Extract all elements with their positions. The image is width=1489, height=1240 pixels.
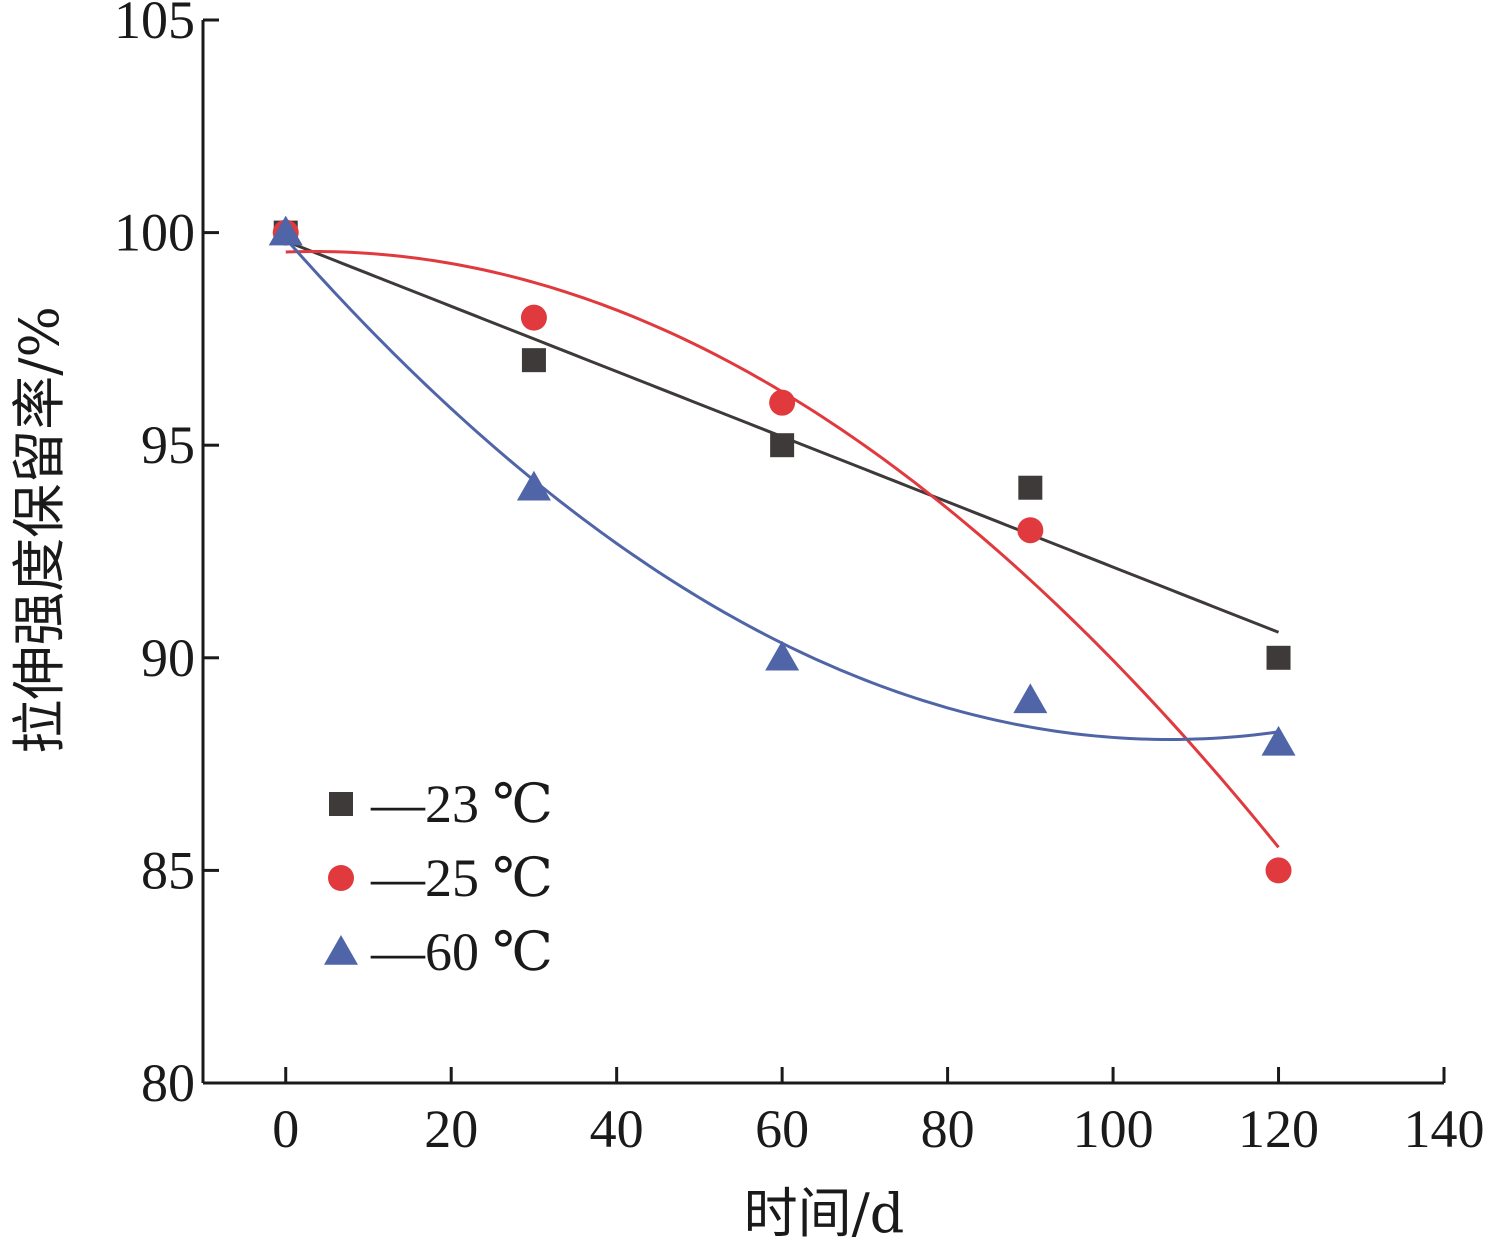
- data-points: [268, 215, 1296, 884]
- y-tick-label: 90: [141, 628, 195, 688]
- x-axis-title: 时间/d: [744, 1182, 905, 1240]
- y-tick-label: 80: [141, 1053, 195, 1113]
- data-point: [268, 215, 303, 246]
- y-tick-label: 100: [114, 203, 195, 263]
- data-point: [520, 304, 547, 331]
- x-tick-label: 40: [590, 1099, 644, 1159]
- data-point: [769, 389, 796, 416]
- fit-line-series-2: [285, 250, 1280, 849]
- legend-marker: [324, 935, 358, 965]
- legend-label: —25 ℃: [370, 848, 553, 908]
- data-point: [1013, 683, 1048, 714]
- y-tick-label: 95: [141, 415, 195, 475]
- y-tick-label: 105: [114, 0, 195, 50]
- x-tick-label: 60: [755, 1099, 809, 1159]
- data-point: [1018, 475, 1043, 500]
- x-tick-label: 100: [1073, 1099, 1154, 1159]
- data-point: [765, 640, 800, 671]
- legend-label: —60 ℃: [370, 922, 553, 982]
- legend: —23 ℃ —25 ℃ —60 ℃: [324, 774, 553, 982]
- legend-marker: [329, 792, 353, 816]
- data-point: [1266, 645, 1291, 670]
- x-tick-label: 140: [1404, 1099, 1485, 1159]
- data-point: [521, 348, 546, 373]
- legend-label: —23 ℃: [370, 774, 553, 834]
- data-point: [1265, 857, 1292, 884]
- x-tick-label: 80: [921, 1099, 975, 1159]
- data-point: [516, 470, 551, 501]
- data-point: [1017, 517, 1044, 544]
- x-tick-label: 0: [272, 1099, 299, 1159]
- y-axis-title: 拉伸强度保留率/%: [8, 306, 71, 754]
- legend-marker: [328, 865, 354, 891]
- x-tick-label: 20: [424, 1099, 478, 1159]
- x-tick-label: 120: [1238, 1099, 1319, 1159]
- data-point: [1261, 725, 1296, 756]
- axes: 80 85 90 95 100 105 0 20 40 60 80 100 120 140: [114, 0, 1485, 1159]
- data-point: [770, 433, 795, 458]
- fit-lines: [284, 237, 1280, 849]
- y-tick-label: 85: [141, 840, 195, 900]
